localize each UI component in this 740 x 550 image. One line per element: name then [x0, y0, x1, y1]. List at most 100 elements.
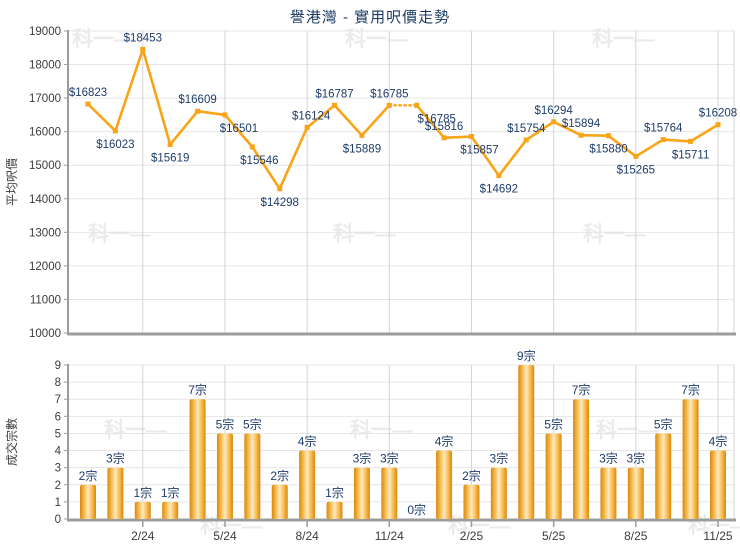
- bar-count-label: 3宗: [353, 451, 372, 466]
- data-point-marker: [167, 141, 173, 147]
- price-line-series: [87, 48, 719, 191]
- price-label: $16785: [418, 113, 456, 125]
- price-label: $15546: [240, 155, 278, 167]
- watermark-layer: 科一—科一—科一—科一—科一—科一—科一—科一—科一—科一—科一—科一—: [72, 27, 740, 538]
- bar: [709, 450, 726, 519]
- x-axis-tick-label: 5/24: [213, 529, 237, 543]
- bar-count-label: 1宗: [133, 485, 152, 500]
- data-point-markers: [85, 46, 721, 192]
- bar: [682, 399, 699, 519]
- bar-count-label: 4宗: [709, 434, 728, 449]
- bar-count-label: 2宗: [462, 468, 481, 483]
- price-label: $15889: [343, 143, 381, 155]
- price-line: [415, 104, 719, 177]
- y-axis-tick-label: 12000: [29, 261, 61, 273]
- price-label: $16023: [96, 139, 134, 151]
- bar-count-label: 2宗: [79, 468, 98, 483]
- y-axis-tick-label: 6: [55, 411, 61, 423]
- x-axis-tick-label: 11/25: [703, 529, 732, 543]
- bar: [216, 433, 233, 519]
- bar-count-label: 3宗: [490, 451, 509, 466]
- price-label: $15894: [562, 118, 601, 130]
- price-trend-y-axis-title: 平均呎價: [5, 158, 19, 206]
- bar: [463, 484, 480, 519]
- data-point-marker: [468, 133, 474, 139]
- bar-count-label: 1宗: [325, 485, 344, 500]
- bar-count-label: 1宗: [161, 485, 180, 500]
- bar: [436, 450, 453, 519]
- data-point-marker: [249, 144, 255, 150]
- bar: [573, 399, 590, 519]
- data-point-marker: [688, 138, 694, 144]
- y-axis-tick-label: 7: [55, 394, 61, 406]
- data-point-marker: [551, 119, 557, 125]
- y-axis-tick-label: 14000: [29, 194, 61, 206]
- data-point-marker: [304, 125, 310, 131]
- data-point-marker: [715, 122, 721, 128]
- data-point-marker: [605, 133, 611, 139]
- price-label: $16124: [292, 111, 331, 123]
- bar-count-label: 2宗: [270, 468, 289, 483]
- bar: [134, 501, 151, 519]
- price-label: $16785: [370, 88, 408, 100]
- y-axis-tick-label: 4: [55, 446, 62, 458]
- data-point-marker: [277, 186, 283, 192]
- price-label: $16501: [220, 123, 258, 135]
- bar: [490, 467, 507, 519]
- data-point-marker: [523, 137, 529, 143]
- y-axis-tick-label: 17000: [29, 93, 61, 105]
- bar: [600, 467, 617, 519]
- y-axis-tick-label: 16000: [29, 127, 61, 139]
- y-axis-tick-label: 0: [55, 514, 61, 526]
- data-point-marker: [332, 102, 338, 108]
- bar: [299, 450, 316, 519]
- price-label: $16208: [699, 108, 737, 120]
- watermark-text: 科一—: [333, 222, 396, 246]
- bar: [326, 501, 343, 519]
- price-label: $16609: [178, 94, 216, 106]
- data-point-marker: [578, 132, 584, 138]
- x-axis-tick-label: 8/25: [624, 529, 648, 543]
- x-axis-tick-label: 8/24: [295, 529, 319, 543]
- x-axis-tick-label: 2/25: [460, 529, 484, 543]
- bar-count-label: 5宗: [654, 416, 673, 431]
- data-point-marker: [112, 128, 118, 134]
- bar-count-label: 4宗: [298, 434, 317, 449]
- bar: [627, 467, 644, 519]
- bar: [353, 467, 370, 519]
- y-axis-tick-label: 11000: [30, 294, 61, 306]
- x-axis-tick-label: 11/24: [375, 529, 404, 543]
- price-label: $16294: [534, 105, 573, 117]
- bar: [381, 467, 398, 519]
- data-point-marker: [414, 102, 420, 108]
- transaction-count-y-axis-title: 成交宗數: [4, 418, 19, 466]
- bar-count-label: 5宗: [243, 416, 262, 431]
- watermark-text: 科一—: [596, 418, 659, 442]
- price-label: $18453: [124, 32, 162, 44]
- data-point-marker: [222, 112, 228, 118]
- data-point-marker: [359, 132, 365, 138]
- data-point-marker: [386, 102, 392, 108]
- bar-count-label: 7宗: [188, 382, 207, 397]
- bar: [655, 433, 672, 519]
- watermark-text: 科一—: [350, 418, 413, 442]
- data-point-marker: [140, 46, 146, 52]
- chart-title: 譽港灣 - 實用呎價走勢: [289, 9, 451, 26]
- bar: [518, 365, 535, 519]
- bar: [244, 433, 261, 519]
- bar: [545, 433, 562, 519]
- y-axis-tick-label: 2: [55, 480, 61, 492]
- y-axis-tick-label: 19000: [29, 26, 61, 38]
- bar-count-label: 4宗: [435, 434, 454, 449]
- bar-count-label: 0宗: [407, 502, 426, 517]
- transaction-bars: [80, 365, 726, 519]
- price-label: $15816: [425, 121, 463, 133]
- x-axis-labels: 2/24 5/24 8/24 11/24 2/25 5/25 8/25 11/25: [131, 521, 733, 543]
- bar-count-label: 7宗: [572, 382, 591, 397]
- price-label: $15880: [589, 144, 627, 156]
- y-axis-tick-label: 18000: [29, 60, 61, 72]
- x-axis-tick-label: 5/25: [542, 529, 566, 543]
- bar: [271, 484, 288, 519]
- bar-count-labels: 2宗 3宗 1宗 1宗 7宗 5宗 5宗 2宗 4宗 1宗 3宗 3宗 0宗 4宗 2宗 3宗 9宗 5宗 7宗 3宗…: [79, 348, 728, 517]
